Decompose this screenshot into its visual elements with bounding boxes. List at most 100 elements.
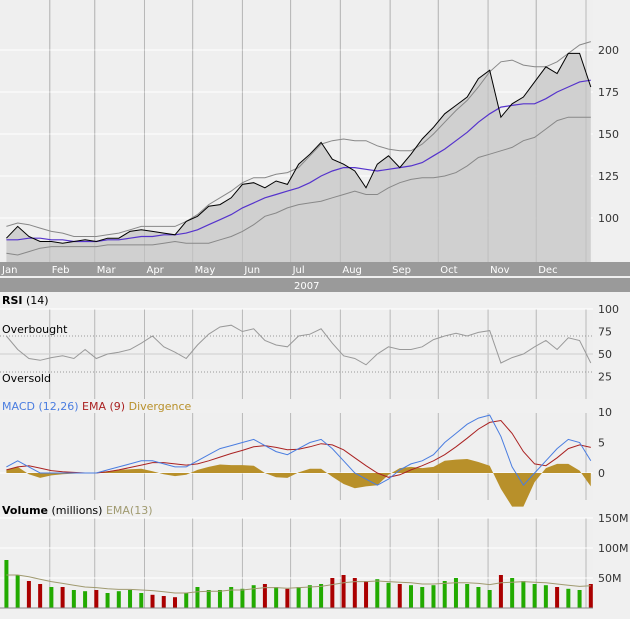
volume-bar	[274, 587, 279, 608]
volume-bar	[128, 590, 133, 608]
volume-bar	[15, 575, 20, 608]
year-bar	[0, 278, 630, 292]
month-bar	[0, 262, 630, 276]
volume-bar	[566, 588, 571, 608]
volume-bar	[49, 587, 54, 608]
macd-line	[6, 414, 592, 487]
volume-bar	[206, 590, 211, 608]
price-tick-label: 175	[598, 86, 619, 99]
volume-bar	[105, 593, 110, 608]
volume-bar	[487, 590, 492, 608]
rsi-tick-label: 100	[598, 303, 619, 316]
price-tick-label: 100	[598, 212, 619, 225]
volume-bar	[71, 590, 76, 608]
month-label: Feb	[52, 265, 70, 276]
volume-bar	[476, 587, 481, 608]
volume-bar	[229, 587, 234, 608]
volume-bar	[285, 588, 290, 608]
volume-bar	[498, 575, 503, 608]
volume-bar	[330, 578, 335, 608]
volume-panel: Volume (millions) EMA(13) 50M 100M 150M	[0, 504, 629, 609]
volume-bar	[319, 584, 324, 608]
price-line	[6, 52, 592, 244]
macd-tick-label: 5	[598, 437, 605, 450]
rsi-title: RSI (14)	[2, 294, 49, 307]
month-label: May	[195, 265, 216, 276]
month-label: Dec	[538, 265, 557, 276]
volume-bar	[375, 579, 380, 608]
volume-bar	[420, 587, 425, 608]
volume-bar	[521, 581, 526, 608]
year-label: 2007	[294, 281, 319, 292]
volume-title: Volume (millions) EMA(13)	[2, 504, 153, 517]
volume-bar	[431, 585, 436, 608]
oversold-label: Oversold	[2, 372, 51, 385]
price-tick-label: 125	[598, 170, 619, 183]
upper-band-line	[6, 41, 591, 237]
moving-average-line	[6, 79, 591, 243]
volume-bar	[26, 581, 31, 608]
volume-bar	[217, 590, 222, 608]
macd-tick-label: 10	[598, 406, 612, 419]
rsi-tick-label: 25	[598, 371, 612, 384]
volume-bar	[577, 590, 582, 608]
volume-ema-line	[6, 574, 591, 594]
volume-bar	[532, 584, 537, 608]
volume-bar	[296, 587, 301, 608]
month-label: Jun	[243, 265, 260, 276]
lower-band-line	[6, 116, 591, 256]
volume-bar	[195, 587, 200, 608]
month-label: Sep	[392, 265, 411, 276]
macd-background	[0, 413, 593, 500]
volume-bar	[116, 591, 121, 608]
volume-bar	[139, 593, 144, 608]
rsi-tick-label: 75	[598, 326, 612, 339]
month-label: Oct	[440, 265, 457, 276]
volume-bar	[94, 590, 99, 608]
volume-bar	[510, 578, 515, 608]
volume-bar	[364, 581, 369, 608]
rsi-line	[6, 324, 592, 366]
macd-legend: MACD (12,26) EMA (9) Divergence	[2, 400, 191, 413]
volume-bar	[150, 594, 155, 608]
month-label: Apr	[146, 265, 164, 276]
month-label: Nov	[490, 265, 510, 276]
month-label: Jan	[1, 265, 17, 276]
macd-tick-label: 0	[598, 467, 605, 480]
volume-tick-label: 150M	[598, 512, 629, 525]
volume-bar	[240, 588, 245, 608]
volume-bar	[543, 585, 548, 608]
divergence-area	[6, 459, 591, 507]
month-label: Mar	[97, 265, 117, 276]
volume-bar	[4, 560, 9, 608]
volume-tick-label: 100M	[598, 542, 629, 555]
macd-panel: MACD (12,26) EMA (9) Divergence 0 5 10	[0, 400, 612, 507]
volume-bar	[588, 584, 593, 608]
volume-bar	[465, 584, 470, 608]
price-tick-label: 150	[598, 128, 619, 141]
rsi-panel: RSI (14) Overbought Oversold 25 50 75 100	[0, 294, 619, 399]
volume-bar	[409, 585, 414, 608]
price-tick-label: 200	[598, 44, 619, 57]
rsi-tick-label: 50	[598, 348, 612, 361]
volume-bar	[386, 582, 391, 608]
volume-bar	[60, 587, 65, 608]
month-axis: Jan Feb Mar Apr May Jun Jul Aug Sep Oct Nov Dec 2007	[0, 262, 630, 292]
price-area	[6, 53, 591, 263]
volume-bar	[161, 596, 166, 608]
volume-background	[0, 518, 593, 608]
volume-bar	[397, 584, 402, 608]
volume-bar	[442, 581, 447, 608]
volume-bar	[341, 575, 346, 608]
month-label: Aug	[342, 265, 362, 276]
volume-bar	[38, 584, 43, 608]
volume-bar	[307, 585, 312, 608]
volume-bar	[555, 587, 560, 608]
volume-bar	[251, 585, 256, 608]
volume-bar	[352, 578, 357, 608]
month-label: Jul	[292, 265, 305, 276]
volume-bar	[83, 591, 88, 608]
volume-bar	[453, 578, 458, 608]
overbought-label: Overbought	[2, 323, 68, 336]
